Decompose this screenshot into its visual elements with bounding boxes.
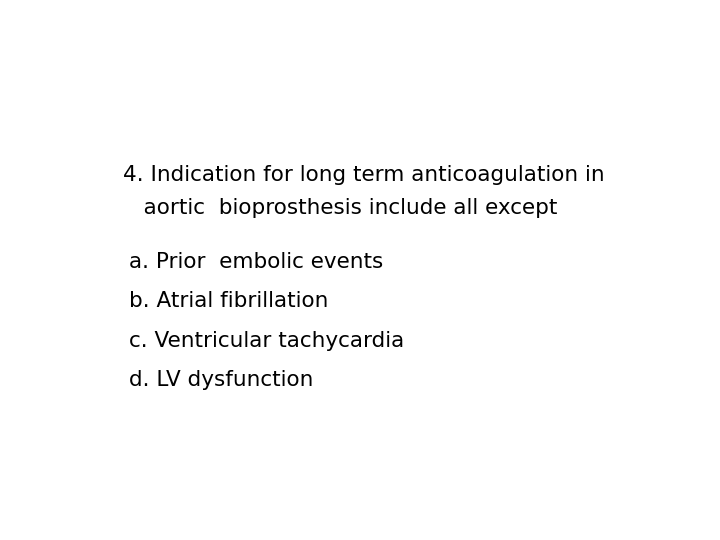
Text: 4. Indication for long term anticoagulation in: 4. Indication for long term anticoagulat… xyxy=(124,165,605,185)
Text: aortic  bioprosthesis include all except: aortic bioprosthesis include all except xyxy=(124,198,558,218)
Text: b. Atrial fibrillation: b. Atrial fibrillation xyxy=(129,292,328,312)
Text: a. Prior  embolic events: a. Prior embolic events xyxy=(129,252,383,272)
Text: d. LV dysfunction: d. LV dysfunction xyxy=(129,370,313,390)
Text: c. Ventricular tachycardia: c. Ventricular tachycardia xyxy=(129,331,405,351)
